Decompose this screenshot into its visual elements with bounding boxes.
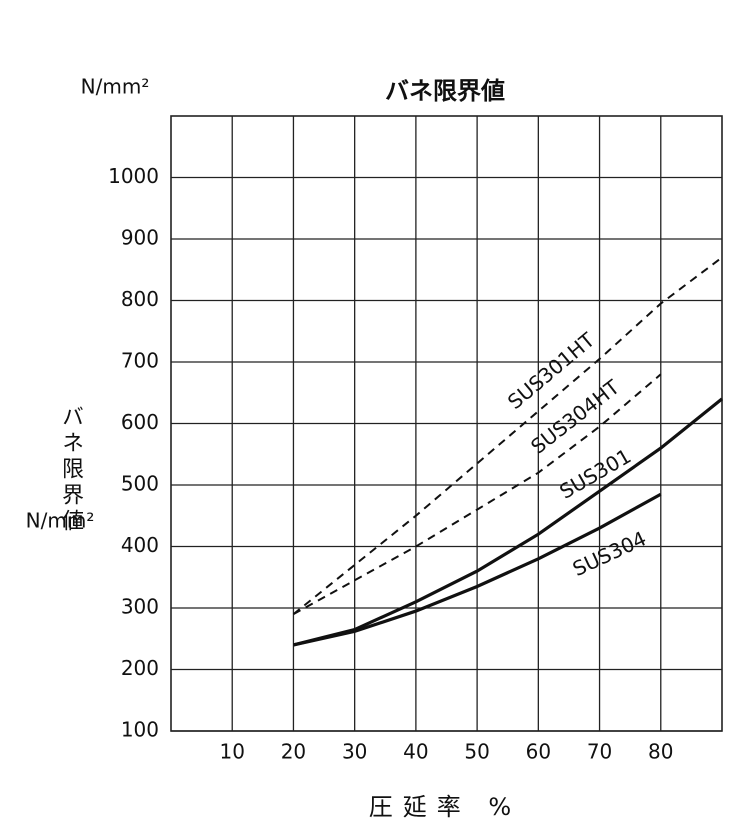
series-line [293, 397, 724, 647]
x-tick-label: 80 [648, 740, 673, 764]
y-tick-label: 300 [121, 595, 159, 619]
series-label: SUS304 [569, 526, 650, 581]
y-tick-label: 100 [121, 718, 159, 742]
y-tick-label: 900 [121, 226, 159, 250]
x-tick-label: 10 [219, 740, 244, 764]
y-tick-label: 600 [121, 410, 159, 434]
x-axis-label: 圧延率 % [369, 793, 521, 821]
series-line [293, 492, 662, 647]
chart-title: バネ限界値 [385, 77, 505, 105]
x-tick-label: 30 [342, 740, 367, 764]
x-tick-label: 20 [281, 740, 306, 764]
y-axis-unit: N/mm² [26, 509, 95, 533]
y-tick-label: 800 [121, 287, 159, 311]
x-tick-label: 40 [403, 740, 428, 764]
y-tick-label: 1000 [108, 164, 159, 188]
series-line [292, 256, 723, 615]
x-tick-label: 50 [464, 740, 489, 764]
y-tick-label: 200 [121, 656, 159, 680]
x-tick-label: 70 [587, 740, 612, 764]
y-tick-label: 500 [121, 472, 159, 496]
y-axis-label: バネ限界値 [58, 405, 84, 535]
y-unit: N/mm² [81, 75, 150, 99]
x-tick-label: 60 [526, 740, 551, 764]
y-tick-label: 700 [121, 349, 159, 373]
y-tick-label: 400 [121, 533, 159, 557]
series-line [292, 373, 662, 616]
